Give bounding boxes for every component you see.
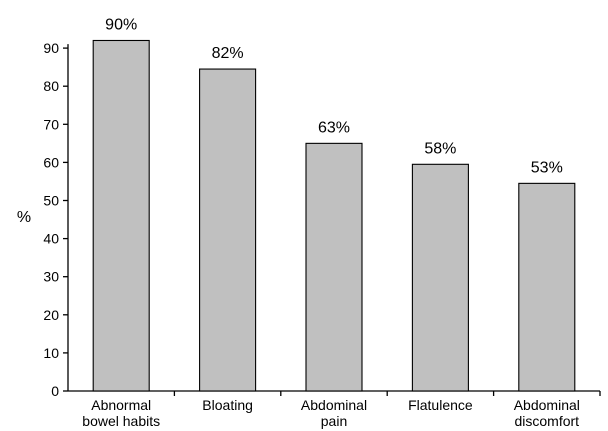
y-tick-label: 90: [43, 40, 59, 56]
bar-data-label: 90%: [105, 16, 137, 33]
x-category-label: Abnormal bowel habits: [82, 397, 160, 429]
bar: [199, 68, 257, 392]
data-labels: 90% 82% 63% 58% 53%: [105, 16, 563, 176]
y-axis: 0 10 20 30 40 50 60 70 80 90: [43, 40, 69, 399]
bar-data-label: 58%: [424, 140, 456, 157]
x-category-label: Abdominal pain: [301, 397, 367, 429]
y-tick-label: 0: [51, 383, 59, 399]
y-tick-label: 80: [43, 78, 59, 94]
y-axis-title: %: [17, 209, 31, 226]
x-category-label-line: pain: [321, 413, 347, 429]
y-tick-label: 20: [43, 307, 59, 323]
x-category-label-line: Bloating: [202, 397, 253, 413]
x-category-label-line: Abdominal: [514, 397, 580, 413]
bar: [305, 142, 363, 392]
x-category-label-line: Abdominal: [301, 397, 367, 413]
bar: [411, 163, 469, 392]
x-category-label-line: Flatulence: [408, 397, 473, 413]
y-tick-label: 30: [43, 269, 59, 285]
x-category-label: Bloating: [202, 397, 253, 413]
bar: [92, 39, 150, 392]
y-tick-label: 60: [43, 154, 59, 170]
bar-data-label: 63%: [318, 119, 350, 136]
x-category-label-line: bowel habits: [82, 413, 160, 429]
bars: [92, 39, 576, 392]
y-tick-label: 10: [43, 345, 59, 361]
x-category-label-line: discomfort: [515, 413, 580, 429]
y-tick-label: 50: [43, 193, 59, 209]
y-tick-label: 40: [43, 231, 59, 247]
x-category-label-line: Abnormal: [91, 397, 151, 413]
x-category-label: Flatulence: [408, 397, 473, 413]
y-tick-label: 70: [43, 116, 59, 132]
x-category-label: Abdominal discomfort: [514, 397, 580, 429]
bar: [518, 182, 576, 392]
bar-data-label: 53%: [531, 159, 563, 176]
bar-data-label: 82%: [212, 45, 244, 62]
